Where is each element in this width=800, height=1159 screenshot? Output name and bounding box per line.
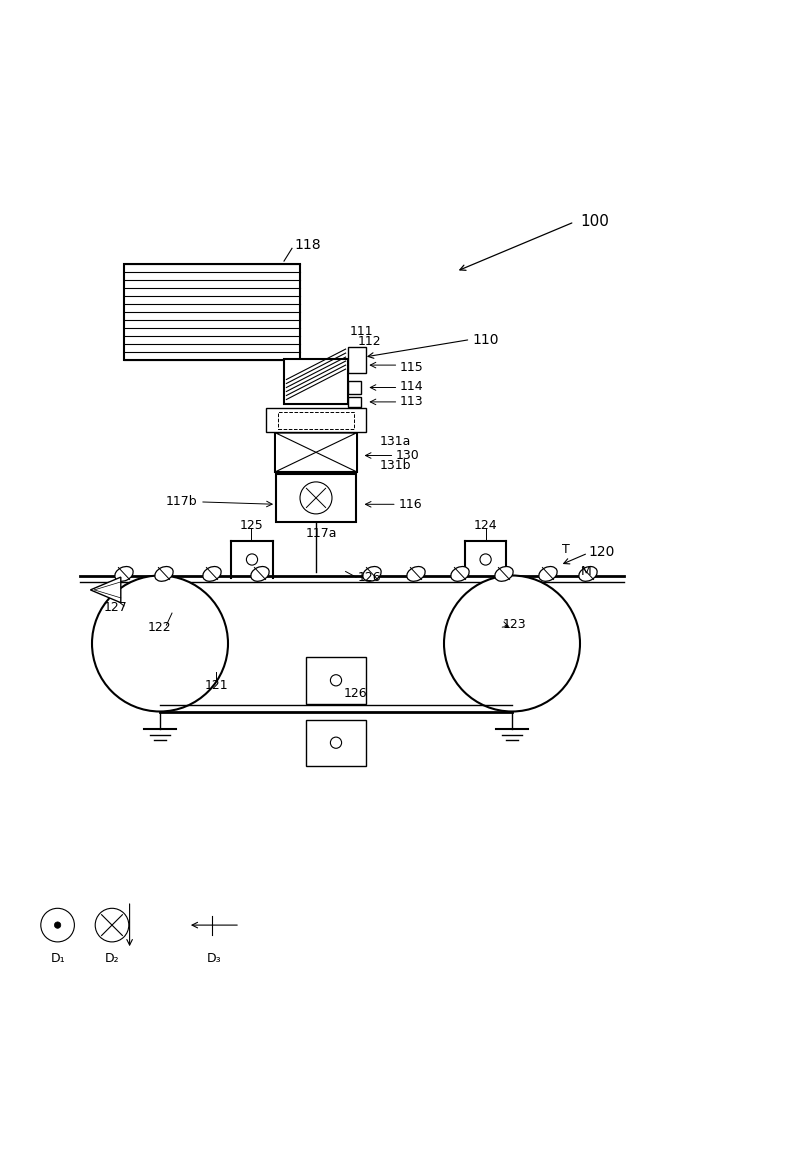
- Text: 117a: 117a: [306, 527, 338, 540]
- Bar: [265, 576, 278, 582]
- Text: 131b: 131b: [380, 459, 411, 473]
- Text: 110: 110: [472, 333, 498, 347]
- Circle shape: [95, 909, 129, 942]
- Text: 131a: 131a: [380, 435, 411, 447]
- Text: D₂: D₂: [105, 953, 119, 965]
- Circle shape: [480, 554, 491, 566]
- Polygon shape: [276, 433, 356, 452]
- Bar: [348, 347, 366, 373]
- Bar: [124, 263, 300, 359]
- Bar: [175, 576, 188, 582]
- Ellipse shape: [115, 567, 133, 582]
- Ellipse shape: [363, 567, 381, 582]
- Circle shape: [444, 576, 580, 712]
- Bar: [153, 576, 166, 582]
- Circle shape: [92, 576, 228, 712]
- Circle shape: [41, 909, 74, 942]
- Circle shape: [330, 675, 342, 686]
- Bar: [601, 576, 614, 582]
- Bar: [125, 264, 299, 358]
- Text: 130: 130: [396, 449, 420, 462]
- Text: 121: 121: [204, 679, 228, 692]
- Bar: [276, 474, 356, 522]
- Bar: [422, 576, 434, 582]
- Text: 112: 112: [358, 335, 382, 349]
- Text: 124: 124: [474, 518, 498, 532]
- Bar: [578, 576, 591, 582]
- Bar: [354, 576, 367, 582]
- Polygon shape: [276, 452, 356, 472]
- Bar: [310, 576, 322, 582]
- Bar: [276, 433, 356, 452]
- Text: 115: 115: [400, 360, 424, 374]
- Bar: [287, 576, 300, 582]
- Ellipse shape: [155, 567, 173, 582]
- Bar: [276, 452, 356, 473]
- Bar: [276, 452, 356, 473]
- Text: 111: 111: [350, 325, 374, 338]
- Bar: [444, 576, 457, 582]
- Bar: [220, 576, 233, 582]
- Bar: [108, 576, 121, 582]
- Bar: [130, 576, 143, 582]
- Bar: [332, 576, 345, 582]
- Circle shape: [300, 482, 332, 513]
- Ellipse shape: [407, 567, 425, 582]
- Bar: [534, 576, 546, 582]
- Bar: [277, 475, 355, 522]
- Text: 116: 116: [398, 498, 422, 511]
- Circle shape: [330, 737, 342, 749]
- Text: T: T: [562, 542, 570, 555]
- Bar: [242, 576, 255, 582]
- Bar: [511, 576, 524, 582]
- Bar: [377, 576, 390, 582]
- Bar: [278, 411, 354, 429]
- Text: 127: 127: [104, 602, 128, 614]
- Bar: [86, 576, 98, 582]
- Bar: [306, 657, 366, 704]
- Ellipse shape: [203, 567, 221, 582]
- Bar: [284, 359, 348, 403]
- Bar: [348, 381, 361, 394]
- Bar: [556, 576, 569, 582]
- Circle shape: [54, 921, 61, 928]
- Text: 126: 126: [343, 686, 367, 700]
- Text: 123: 123: [502, 618, 526, 630]
- Text: D₁: D₁: [50, 953, 65, 965]
- Ellipse shape: [539, 567, 557, 582]
- Ellipse shape: [251, 567, 269, 582]
- Circle shape: [246, 554, 258, 566]
- Bar: [399, 576, 412, 582]
- Text: D₃: D₃: [206, 953, 221, 965]
- Text: 118: 118: [294, 238, 322, 253]
- Text: 125: 125: [239, 518, 263, 532]
- Text: 100: 100: [580, 214, 609, 229]
- Text: 113: 113: [400, 394, 424, 408]
- Text: 126: 126: [358, 570, 382, 584]
- Text: 122: 122: [148, 621, 172, 634]
- Bar: [266, 408, 366, 431]
- Bar: [489, 576, 502, 582]
- Text: 117b: 117b: [166, 495, 198, 509]
- Ellipse shape: [579, 567, 597, 582]
- Text: 114: 114: [400, 380, 424, 393]
- Bar: [275, 432, 357, 473]
- Text: 120: 120: [588, 545, 614, 559]
- Bar: [348, 398, 361, 407]
- Polygon shape: [90, 577, 121, 603]
- Bar: [306, 720, 366, 766]
- Bar: [466, 576, 479, 582]
- Bar: [276, 433, 356, 452]
- Text: M: M: [581, 564, 591, 578]
- Bar: [198, 576, 210, 582]
- Ellipse shape: [451, 567, 469, 582]
- Ellipse shape: [495, 567, 513, 582]
